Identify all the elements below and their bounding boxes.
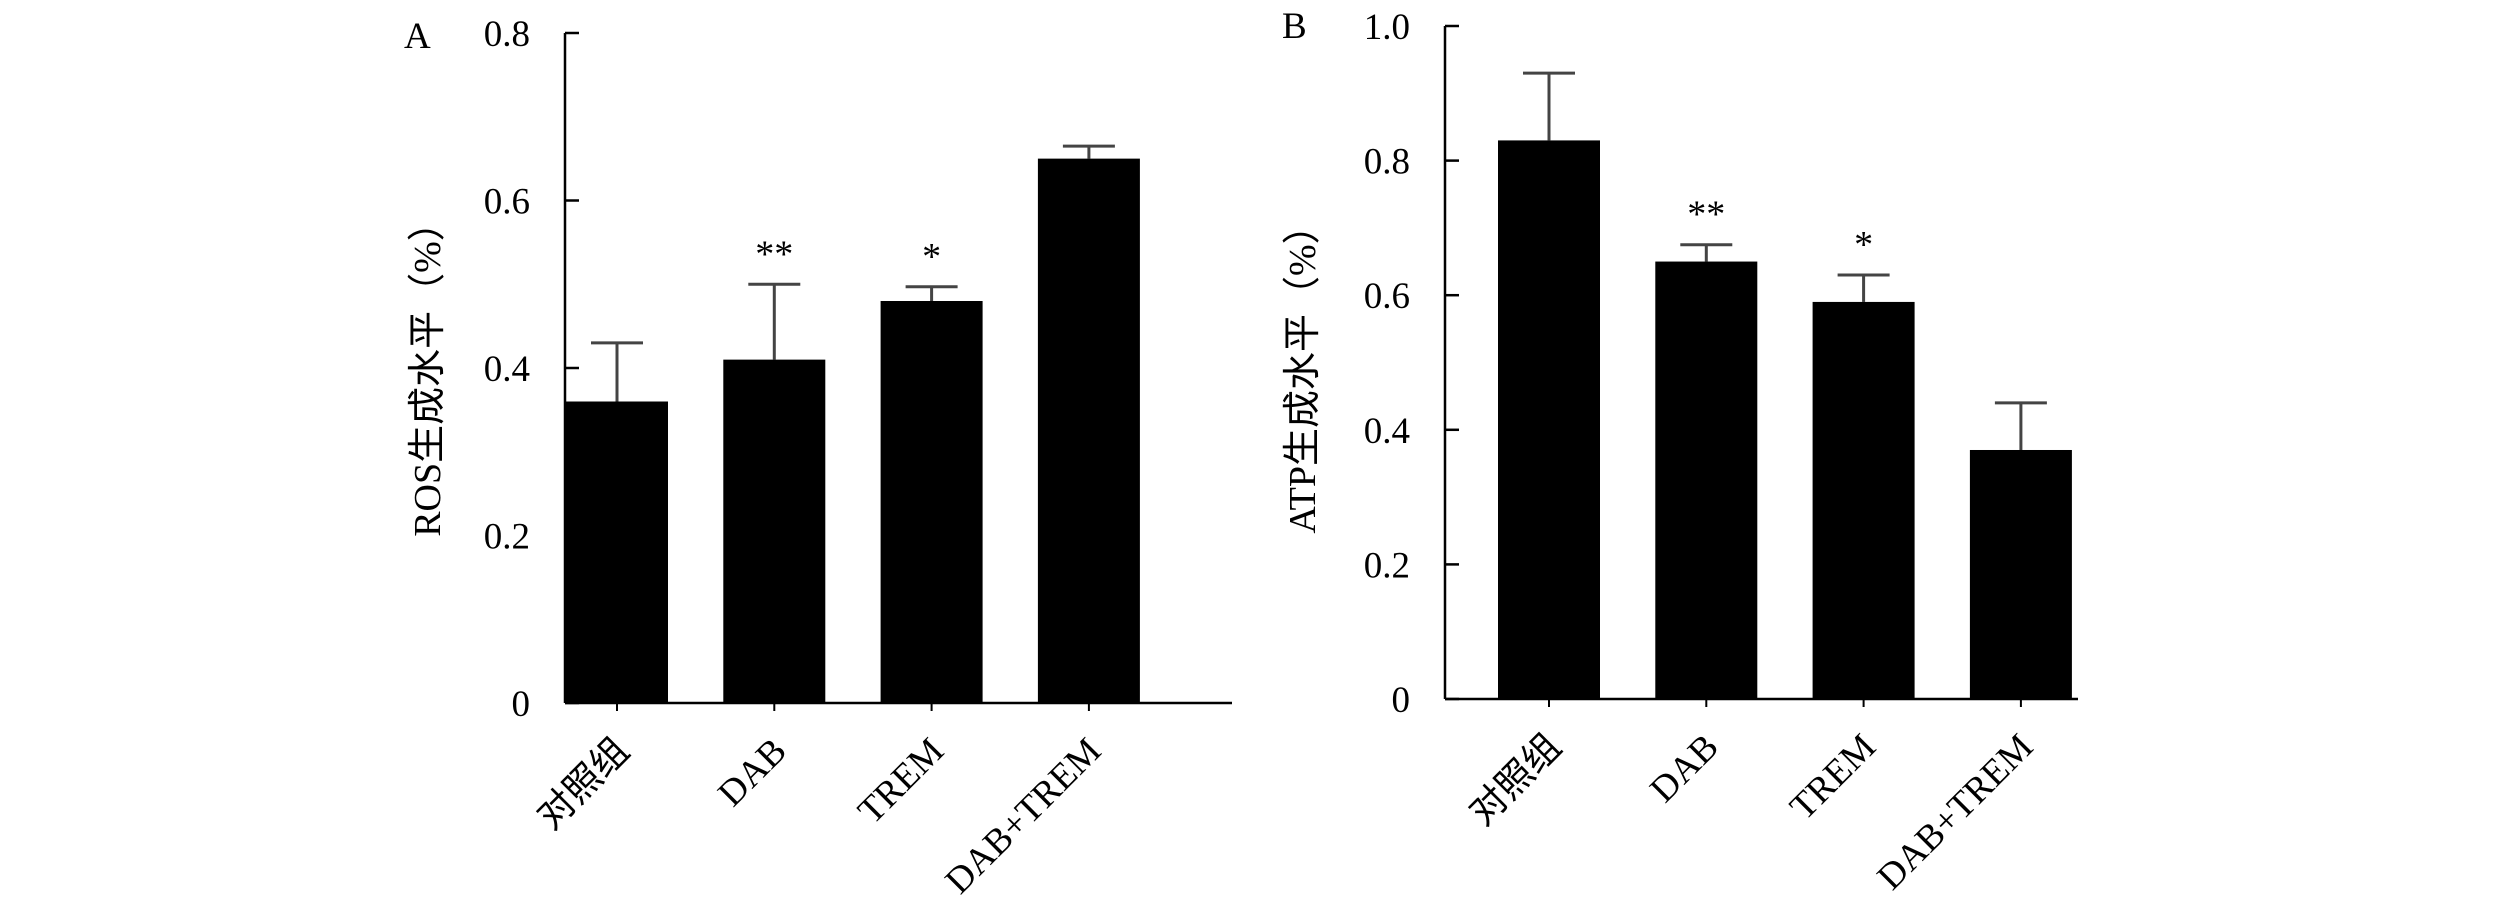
y-axis-title: ROS生成水平（%）	[407, 203, 449, 537]
bar	[1812, 301, 1915, 699]
y-tick-label: 0.6	[1364, 276, 1410, 317]
x-tick-label: 对照组	[530, 730, 637, 837]
y-tick-label: 0.2	[1364, 545, 1410, 586]
x-tick-label: TREM	[850, 730, 952, 832]
bar	[1037, 158, 1140, 703]
x-tick-label: DAB	[710, 730, 794, 814]
significance-marker: **	[755, 233, 793, 275]
bar	[1498, 140, 1600, 699]
y-tick-label: 0	[1392, 680, 1411, 721]
x-tick-label: DAB+TREM	[938, 730, 1110, 902]
y-tick-label: 0	[512, 684, 531, 725]
bar	[723, 359, 826, 703]
x-tick-label: 对照组	[1462, 726, 1569, 833]
significance-marker: **	[1687, 194, 1725, 236]
panel-letter: B	[1282, 6, 1307, 47]
x-tick-label: DAB	[1642, 726, 1726, 810]
y-tick-label: 0.4	[484, 349, 530, 390]
x-tick-label: DAB+TREM	[1870, 726, 2042, 898]
panel-letter: A	[404, 16, 431, 57]
chart-panel-a: A 0 0.2 0.4 0.6 0.8 ROS生成水平（%） 对照组 ** DAB * TREMDAB…	[404, 14, 1232, 902]
bar	[566, 401, 668, 703]
y-axis-title: ATP生成水平（%）	[1282, 206, 1324, 533]
y-tick-label: 0.6	[484, 182, 530, 223]
y-tick-label: 0.8	[484, 14, 530, 55]
y-tick-label: 0.4	[1364, 411, 1410, 452]
y-tick-label: 0.8	[1364, 142, 1410, 183]
significance-marker: *	[1854, 224, 1873, 266]
x-tick-label: TREM	[1782, 726, 1884, 828]
significance-marker: *	[922, 236, 941, 278]
bar	[880, 301, 983, 703]
y-tick-label: 0.2	[484, 517, 530, 558]
bar	[1655, 261, 1758, 699]
bar	[1969, 449, 2072, 699]
chart-panel-b: B 0 0.2 0.4 0.6 0.8 1.0 ATP生成水平（%） 对照组 ** DAB * TREM…	[1282, 6, 2078, 898]
y-tick-label: 1.0	[1364, 7, 1410, 48]
